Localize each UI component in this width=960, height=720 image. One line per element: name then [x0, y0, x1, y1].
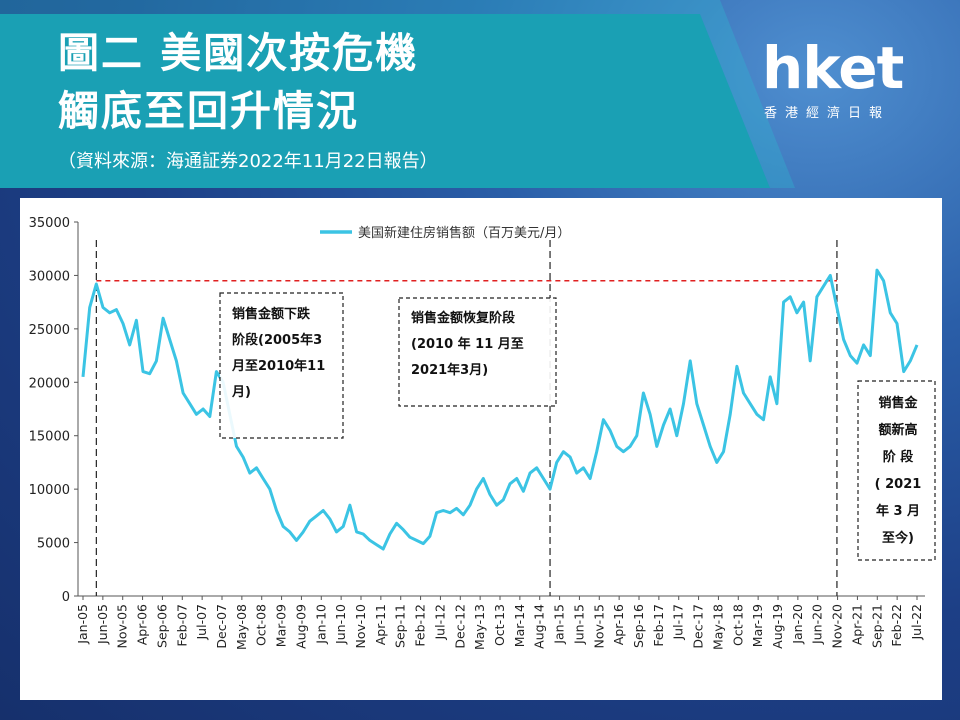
y-tick-label: 15000 [29, 430, 70, 445]
x-tick-label: May-08 [234, 604, 249, 650]
x-tick-label: Sep-06 [154, 604, 169, 648]
phase-label-2: 销售金额恢复阶段 [411, 310, 515, 326]
x-tick-label: Jul-07 [194, 604, 209, 641]
x-tick-label: Jan-05 [75, 604, 90, 645]
x-tick-label: Feb-17 [651, 604, 666, 647]
x-tick-label: Jan-15 [552, 604, 567, 645]
x-tick-label: Aug-09 [293, 604, 308, 649]
logo-sub-text: 香港經濟日報 [764, 106, 891, 121]
page-title-line2: 觸底至回升情況 [58, 87, 359, 135]
x-tick-label: Jun-10 [333, 604, 348, 645]
x-tick-label: May-13 [472, 604, 487, 650]
phase-label-2: 2021年3月) [411, 362, 488, 378]
phase-label-3: 至今) [882, 530, 914, 546]
source-note: （資料來源：海通証券2022年11月22日報告） [58, 151, 438, 172]
hket-logo: hket 香港經濟日報 [762, 34, 922, 124]
x-tick-label: Jul-22 [909, 604, 924, 641]
x-tick-label: Feb-12 [413, 604, 428, 647]
page-title-line1: 圖二 美國次按危機 [58, 29, 419, 77]
legend-label: 美国新建住房销售额（百万美元/月） [358, 225, 570, 241]
x-tick-label: Jul-12 [432, 604, 447, 641]
y-tick-label: 30000 [29, 269, 70, 284]
x-tick-label: Dec-07 [214, 604, 229, 649]
x-tick-label: Jul-17 [671, 604, 686, 641]
x-tick-label: Nov-05 [115, 604, 130, 648]
x-tick-label: Mar-19 [750, 604, 765, 647]
y-tick-label: 5000 [37, 537, 70, 552]
phase-label-3: 阶 段 [883, 449, 914, 465]
x-tick-label: Sep-21 [869, 604, 884, 648]
phase-label-1: 月至2010年11 [231, 358, 325, 374]
phase-box-1 [219, 292, 344, 439]
phase-label-3: 销售金 [878, 395, 918, 411]
title-banner: 圖二 美國次按危機 觸底至回升情況 （資料來源：海通証券2022年11月22日報… [0, 0, 960, 188]
y-tick-label: 35000 [29, 216, 70, 231]
logo-main-text: hket [762, 34, 904, 102]
x-tick-label: Jun-20 [810, 604, 825, 645]
y-tick-label: 25000 [29, 323, 70, 338]
y-tick-label: 10000 [29, 483, 70, 498]
x-tick-label: Jun-15 [571, 604, 586, 645]
phase-label-3: 额新高 [878, 422, 917, 438]
x-tick-label: Jan-10 [313, 604, 328, 645]
phase-label-3: 年 3 月 [876, 503, 920, 519]
phase-box-2 [398, 297, 557, 407]
phase-label-3: ( 2021 [875, 477, 922, 492]
line-chart: 35000 30000 25000 20000 15000 10000 5000 0 Jan-0… [29, 216, 936, 650]
banner-shape [0, 0, 795, 188]
y-tick-label: 20000 [29, 376, 70, 391]
x-tick-label: Mar-09 [274, 604, 289, 647]
x-tick-label: Jun-05 [95, 604, 110, 645]
x-tick-label: Feb-22 [889, 604, 904, 647]
x-tick-label: Aug-19 [770, 604, 785, 649]
x-tick-label: Apr-16 [611, 604, 626, 645]
x-tick-label: Dec-17 [691, 604, 706, 649]
x-tick-label: Jan-20 [790, 604, 805, 645]
x-tick-label: Nov-10 [353, 604, 368, 649]
x-tick-label: Mar-14 [512, 604, 527, 647]
x-tick-label: Sep-11 [393, 604, 408, 648]
x-tick-label: Oct-18 [730, 604, 745, 646]
chart-panel: 35000 30000 25000 20000 15000 10000 5000 0 Jan-0… [20, 198, 942, 700]
phase-label-1: 阶段(2005年3 [232, 332, 322, 348]
phase-label-2: (2010 年 11 月至 [411, 336, 524, 352]
x-tick-label: Apr-21 [849, 604, 864, 645]
x-tick-label: Feb-07 [174, 604, 189, 647]
x-tick-label: Aug-14 [532, 604, 547, 649]
phase-label-1: 月) [231, 385, 251, 400]
x-tick-label: Nov-15 [591, 604, 606, 648]
x-tick-label: Dec-12 [452, 604, 467, 649]
x-tick-label: Apr-11 [373, 604, 388, 645]
x-tick-label: Apr-06 [135, 604, 150, 645]
x-tick-label: Oct-08 [254, 604, 269, 646]
x-tick-label: Oct-13 [492, 604, 507, 646]
phase-box-3 [857, 380, 936, 561]
x-tick-label: May-18 [710, 604, 725, 650]
x-tick-label: Nov-20 [830, 604, 845, 649]
y-tick-label: 0 [62, 590, 70, 605]
x-tick-label: Sep-16 [631, 604, 646, 648]
phase-label-1: 销售金额下跌 [232, 306, 311, 322]
